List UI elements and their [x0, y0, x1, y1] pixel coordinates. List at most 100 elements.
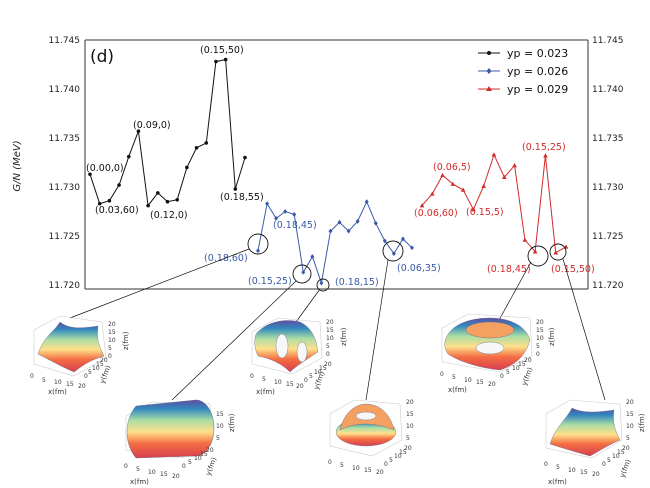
annotation-15: (0.15,25) [522, 142, 566, 153]
svg-text:5: 5 [88, 369, 92, 376]
svg-text:0: 0 [326, 351, 330, 358]
inset-2: 0 5 10 15 20 0 5 10 15 20 5 10 15 x(fm) … [124, 399, 236, 486]
series-2-point-15 [382, 238, 387, 244]
svg-text:10: 10 [464, 377, 472, 384]
series-2-point-6 [301, 269, 306, 275]
svg-text:x(fm): x(fm) [48, 388, 67, 396]
svg-text:5: 5 [389, 457, 393, 464]
svg-text:10: 10 [148, 469, 156, 476]
svg-text:10: 10 [512, 365, 520, 372]
svg-text:0: 0 [124, 463, 128, 470]
svg-text:15: 15 [216, 411, 224, 418]
svg-text:z(fm): z(fm) [638, 413, 646, 432]
legend-label-2: yp = 0.026 [507, 65, 568, 78]
series-1-point-9 [165, 199, 170, 204]
series-3-point-8 [491, 152, 497, 157]
series-2-point-9 [328, 228, 333, 234]
svg-text:20: 20 [404, 445, 412, 452]
series-3-point-4 [450, 181, 456, 186]
annotation-14: (0.15,5) [466, 207, 504, 218]
y-tick-left-4: 11.740 [49, 85, 81, 95]
series-2-point-7 [310, 254, 315, 259]
series-1-point-14 [214, 59, 218, 64]
svg-text:0: 0 [384, 461, 388, 468]
series-1-point-11 [185, 165, 189, 170]
series-3-point-7 [481, 183, 487, 188]
series-1-point-7 [146, 203, 150, 208]
y-tick-right-5: 11.745 [592, 36, 624, 46]
series-1-point-13 [204, 141, 209, 145]
inset-4: 0 5 10 15 20 0 5 10 15 20 5 10 15 20 [328, 399, 414, 476]
series-1-point-2 [97, 201, 102, 206]
series-1-point-15 [223, 57, 228, 62]
svg-text:5: 5 [188, 459, 192, 466]
highlight-circles [247, 233, 567, 292]
svg-text:20: 20 [296, 383, 304, 390]
annotation-8: (0.18,45) [273, 220, 317, 231]
series-2-point-11 [346, 228, 351, 234]
y-ticks-left: 11.720 11.725 11.730 11.735 11.740 11.745 [49, 36, 81, 291]
legend-label-1: yp = 0.023 [507, 47, 568, 60]
svg-text:10: 10 [394, 453, 402, 460]
series-3-point-14 [553, 250, 559, 255]
annotation-11: (0.06,35) [397, 263, 441, 274]
y-tick-left-3: 11.735 [49, 134, 81, 144]
svg-text:20: 20 [172, 473, 180, 480]
plot-frame [84, 39, 589, 290]
svg-text:x(fm): x(fm) [256, 388, 275, 396]
svg-text:10: 10 [568, 467, 576, 474]
svg-text:20: 20 [206, 447, 214, 454]
series-2-point-3 [274, 215, 279, 221]
svg-text:20: 20 [78, 383, 86, 390]
svg-text:20: 20 [406, 399, 414, 406]
svg-text:5: 5 [262, 376, 266, 383]
y-tick-left-1: 11.725 [49, 232, 81, 242]
svg-text:5: 5 [406, 435, 410, 442]
series-2-point-4 [283, 209, 288, 214]
svg-text:0: 0 [108, 353, 112, 360]
inset-6: 0 5 10 15 20 0 5 10 15 20 5 10 15 20 x(f… [544, 399, 646, 486]
series-2-point-10 [337, 219, 342, 225]
annotations: (0.00,0) (0.03,60) (0.09,0) (0.12,0) (0.… [86, 45, 595, 288]
svg-text:5: 5 [506, 369, 510, 376]
series-3-point-9 [501, 174, 507, 179]
series-2-point-18 [410, 245, 414, 251]
svg-text:20: 20 [626, 399, 634, 406]
series-1-point-5 [126, 154, 131, 159]
inset-1: 0 5 10 15 20 0 5 10 15 20 0 5 10 15 20 x… [30, 315, 130, 396]
annotation-1: (0.00,0) [86, 163, 124, 174]
annotation-12: (0.06,60) [414, 208, 458, 219]
svg-text:5: 5 [326, 343, 330, 350]
y-axis-label: G/N (MeV) [12, 140, 23, 191]
svg-text:y(fm): y(fm) [618, 458, 632, 479]
svg-text:0: 0 [182, 463, 186, 470]
annotation-16: (0.18,45) [487, 264, 531, 275]
series-3-point-13 [543, 153, 548, 158]
svg-text:15: 15 [319, 365, 327, 372]
annotation-6: (0.18,55) [220, 192, 264, 203]
annotation-17: (0.15,50) [551, 264, 595, 275]
series-2-point-12 [355, 218, 360, 224]
svg-text:0: 0 [84, 373, 88, 380]
svg-text:5: 5 [216, 435, 220, 442]
highlight-circle-3 [316, 278, 330, 292]
legend-marker-3 [486, 86, 492, 91]
svg-text:0: 0 [544, 461, 548, 468]
svg-text:5: 5 [108, 345, 112, 352]
y-tick-right-1: 11.725 [592, 232, 624, 242]
svg-text:10: 10 [314, 369, 322, 376]
series-3-point-5 [460, 187, 466, 192]
svg-text:0: 0 [500, 373, 504, 380]
y-tick-right-0: 11.720 [592, 281, 624, 291]
svg-text:5: 5 [556, 464, 560, 471]
series-1-point-4 [117, 183, 121, 187]
svg-text:20: 20 [108, 321, 116, 328]
svg-text:0: 0 [250, 373, 254, 380]
series-2-point-1 [256, 248, 260, 254]
annotation-13: (0.06,5) [433, 162, 471, 173]
svg-text:15: 15 [626, 411, 634, 418]
y-ticks-right: 11.720 11.725 11.730 11.735 11.740 11.745 [592, 36, 624, 291]
highlight-circle-2 [292, 264, 312, 284]
series-3-point-10 [512, 163, 517, 168]
svg-text:5: 5 [607, 457, 611, 464]
